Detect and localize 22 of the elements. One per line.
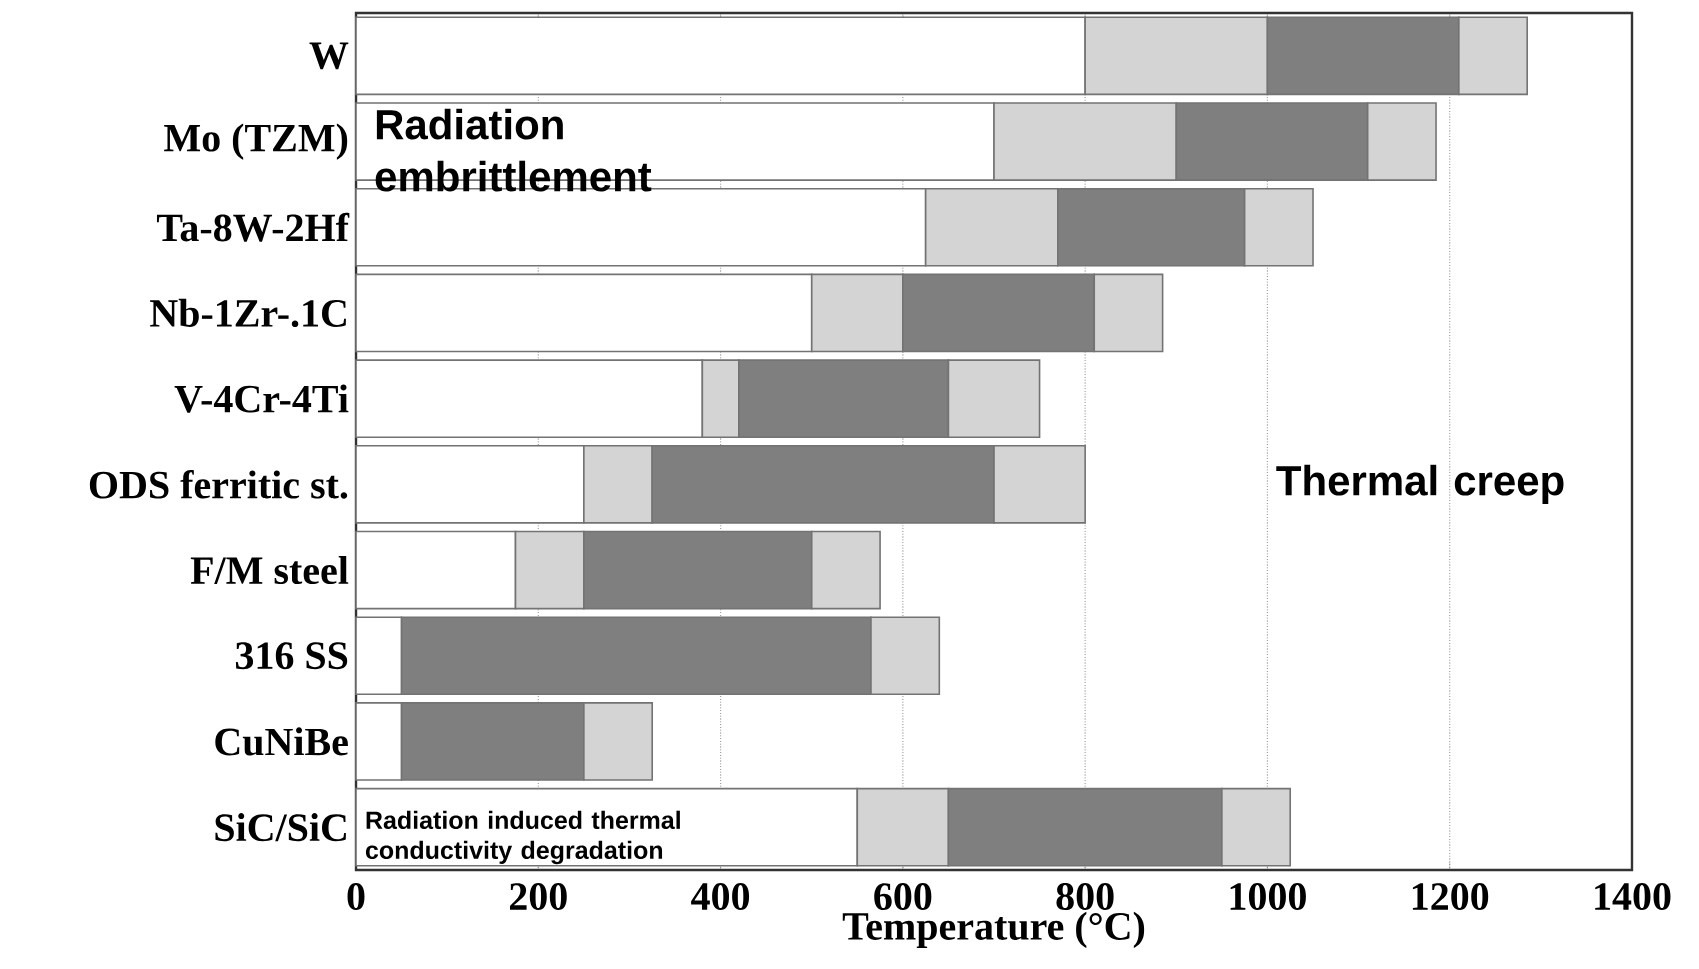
- y-tick-label: SiC/SiC: [215, 813, 346, 842]
- x-tick-label: 600: [874, 883, 932, 911]
- y-tick-label: W: [309, 42, 349, 70]
- y-tick-label: F/M steel: [190, 555, 349, 585]
- y-tick-label: Mo (TZM): [164, 123, 348, 160]
- y-tick-label: Ta-8W-2Hf: [156, 212, 350, 242]
- x-tick-label: 1400: [1595, 883, 1671, 911]
- x-axis-title: Temperature (°C): [842, 911, 1145, 949]
- x-tick-label: 400: [691, 883, 750, 911]
- y-tick-label: V-4Cr-4Ti: [174, 384, 349, 413]
- annotation: Thermal creep: [1276, 464, 1564, 504]
- x-tick-label: 800: [1056, 883, 1114, 911]
- x-tick-label: 200: [509, 883, 567, 911]
- y-tick-label: 316 SS: [235, 642, 348, 670]
- x-tick-label: 1000: [1230, 883, 1306, 911]
- annotation: Radiation embrittlement: [375, 108, 652, 192]
- x-tick-label: 0: [347, 883, 365, 911]
- y-tick-label: ODS ferritic st.: [89, 469, 348, 499]
- y-tick-label: CuNiBe: [215, 727, 348, 756]
- y-tick-label: Nb-1Zr-.1C: [150, 298, 346, 328]
- annotation: Radiation induced thermal conductivity degradation: [365, 810, 680, 865]
- x-tick-label: 1200: [1412, 883, 1489, 911]
